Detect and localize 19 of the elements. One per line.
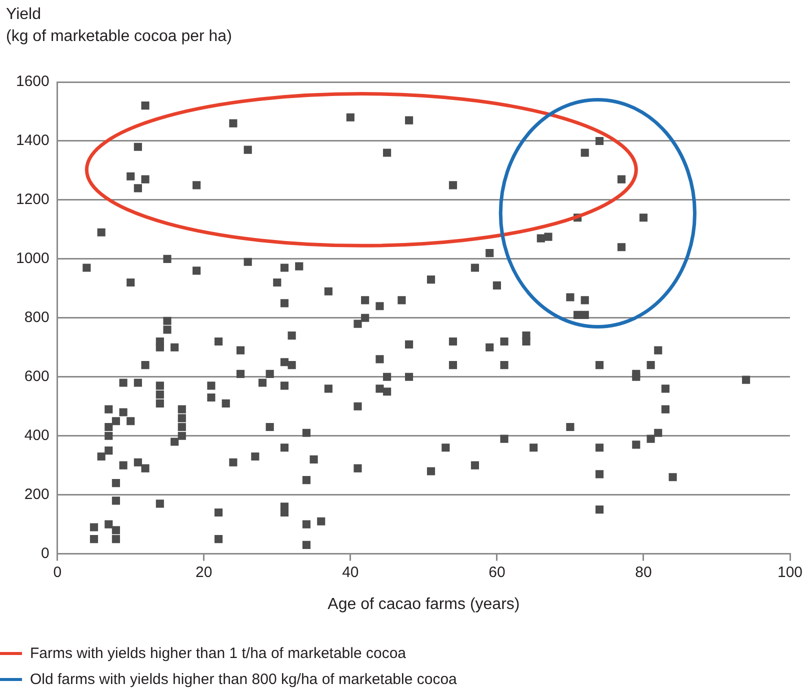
y-tick-label: 0 <box>41 544 50 562</box>
y-tick-label: 400 <box>24 426 50 444</box>
x-tick-label: 40 <box>342 564 359 581</box>
x-tick-label: 0 <box>53 564 62 581</box>
x-tick-label: 60 <box>488 564 506 581</box>
y-tick-label: 200 <box>24 486 50 503</box>
y-tick-label: 1600 <box>16 73 50 90</box>
y-tick-label: 1400 <box>16 132 50 150</box>
y-axis-title: Yield (kg of marketable cocoa per ha) <box>6 5 232 47</box>
y-tick-label: 1200 <box>16 191 50 208</box>
x-tick-label: 80 <box>635 564 652 581</box>
text: Old farms with yields higher than 800 kg/ha of marketable cocoa <box>30 670 457 688</box>
x-tick-label: 20 <box>196 564 212 581</box>
y-tick-label: 1000 <box>16 250 50 268</box>
y-tick-label: 800 <box>24 309 50 326</box>
x-tick-label: 100 <box>777 564 803 581</box>
text: Farms with yields higher than 1 t/ha of marketable cocoa <box>30 644 406 662</box>
x-axis-title: Age of cacao farms (years) <box>328 596 520 613</box>
y-tick-label: 600 <box>24 368 50 386</box>
